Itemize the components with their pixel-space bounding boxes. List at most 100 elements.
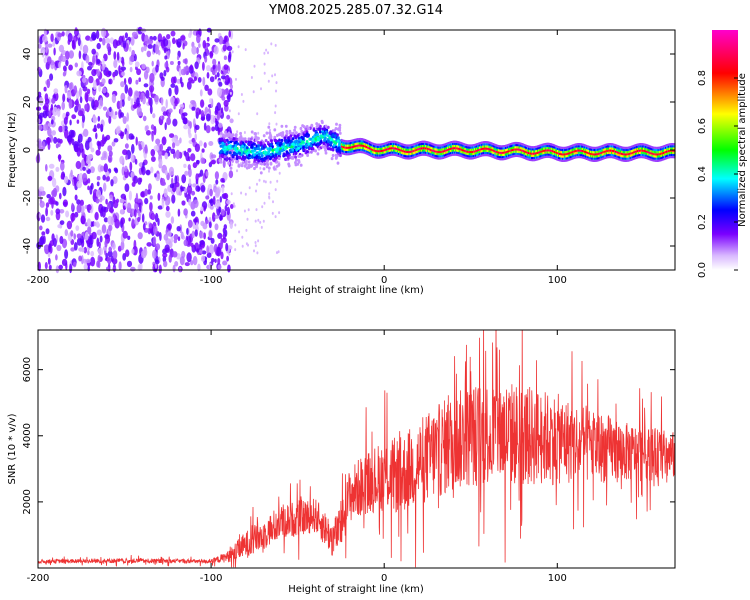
spectrogram-noise-cell xyxy=(181,174,187,184)
spectrogram-noise-cell xyxy=(149,72,155,83)
spectrogram-signal-cell xyxy=(276,141,280,145)
spectrogram-noise-cell xyxy=(75,90,80,100)
spectrogram-carrier-cell xyxy=(447,148,450,151)
spectrogram-carrier-cell xyxy=(586,144,588,148)
spectrogram-carrier-cell xyxy=(379,145,381,148)
spectrogram-noise-cell xyxy=(47,257,51,265)
spectrogram-signal-cell xyxy=(225,138,229,142)
spectrogram-carrier-cell xyxy=(384,151,386,154)
spectrogram-carrier-cell xyxy=(444,147,447,150)
spectrogram-carrier-cell xyxy=(559,150,561,153)
spectrogram-carrier-cell xyxy=(492,151,494,154)
spectrogram-carrier-cell xyxy=(551,145,554,148)
spectrogram-carrier-cell xyxy=(493,154,495,157)
spectrogram-noise-cell xyxy=(179,104,185,109)
spectrogram-carrier-cell xyxy=(639,147,641,150)
spectrogram-signal-cell xyxy=(275,160,279,164)
spectrogram-noise-cell xyxy=(82,86,88,92)
spectrogram-carrier-cell xyxy=(349,142,351,145)
spectrogram-carrier-cell xyxy=(421,147,424,150)
spectrogram-carrier-cell xyxy=(519,148,521,151)
spectrogram-noise-cell xyxy=(64,129,69,139)
spectrogram-noise-cell xyxy=(97,141,102,151)
spectrogram-carrier-cell xyxy=(662,149,665,152)
spectrogram-noise-cell xyxy=(149,105,153,115)
spectrogram-carrier-cell xyxy=(574,145,576,148)
spectrogram-carrier-cell xyxy=(419,145,422,148)
spectrogram-carrier-cell xyxy=(451,145,453,148)
spectrogram-carrier-cell xyxy=(428,154,430,157)
spectrogram-carrier-cell xyxy=(430,153,432,156)
spectrogram-carrier-cell xyxy=(538,144,540,148)
spectrogram-noise-cell xyxy=(217,87,222,97)
spectrogram-carrier-cell xyxy=(415,151,417,154)
spectrogram-carrier-cell xyxy=(566,146,568,149)
spectrogram-signal-cell xyxy=(309,144,313,148)
spectrogram-carrier-cell xyxy=(549,156,551,159)
spectrogram-carrier-cell xyxy=(419,141,422,144)
spectrogram-noise-cell xyxy=(194,133,197,141)
spectrogram-noise-cell xyxy=(70,169,73,178)
spectrogram-carrier-cell xyxy=(622,153,624,156)
spectrogram-carrier-cell xyxy=(523,143,525,147)
spectrogram-carrier-cell xyxy=(523,148,525,151)
spectrogram-carrier-cell xyxy=(671,151,673,154)
spectrogram-noise-cell xyxy=(78,50,82,60)
spectrogram-noise-cell xyxy=(271,211,274,215)
spectrogram-carrier-cell xyxy=(667,145,669,149)
spectrogram-carrier-cell xyxy=(397,143,399,146)
spectrogram-noise-cell xyxy=(185,151,190,162)
spectrogram-carrier-cell xyxy=(360,142,362,145)
spectrogram-carrier-cell xyxy=(491,153,493,156)
spectrogram-signal-cell xyxy=(224,130,227,134)
spectrogram-carrier-cell xyxy=(657,148,659,152)
spectrogram-noise-cell xyxy=(230,84,233,90)
spectrogram-noise-cell xyxy=(138,77,141,82)
spectrogram-carrier-cell xyxy=(509,152,511,155)
spectrogram-noise-cell xyxy=(254,244,257,248)
spectrogram-carrier-cell xyxy=(421,149,424,152)
spectrogram-noise-cell xyxy=(95,30,100,40)
spectrogram-carrier-cell xyxy=(426,149,428,152)
spectrogram-carrier-cell xyxy=(522,156,524,159)
spectrogram-carrier-cell xyxy=(526,151,529,154)
spectrogram-carrier-cell xyxy=(555,151,558,154)
spectrogram-carrier-cell xyxy=(630,145,632,148)
spectrogram-noise-cell xyxy=(209,204,214,210)
spectrogram-carrier-cell xyxy=(630,147,632,151)
spectrogram-carrier-cell xyxy=(598,159,600,162)
spectrogram-signal-cell xyxy=(280,138,284,142)
spectrogram-carrier-cell xyxy=(601,157,603,161)
spectrogram-carrier-cell xyxy=(654,155,656,158)
spectrogram-carrier-cell xyxy=(418,145,421,148)
spectrogram-carrier-cell xyxy=(560,153,562,156)
spectrogram-noise-cell xyxy=(253,64,256,68)
spectrogram-carrier-cell xyxy=(411,148,413,151)
spectrogram-carrier-cell xyxy=(548,145,550,148)
spectrogram-carrier-cell xyxy=(506,153,508,156)
spectrogram-carrier-cell xyxy=(563,153,565,156)
spectrogram-carrier-cell xyxy=(353,149,355,152)
spectrogram-carrier-cell xyxy=(607,156,610,159)
spectrogram-carrier-cell xyxy=(643,149,645,152)
spectrogram-carrier-cell xyxy=(668,150,670,153)
spectrogram-carrier-cell xyxy=(484,149,486,152)
spectrogram-noise-cell xyxy=(91,231,97,240)
spectrogram-noise-cell xyxy=(132,104,138,109)
spectrogram-carrier-cell xyxy=(619,156,621,159)
spectrogram-carrier-cell xyxy=(518,144,520,147)
spectrogram-carrier-cell xyxy=(353,139,355,142)
spectrogram-carrier-cell xyxy=(383,149,385,152)
spectrogram-carrier-cell xyxy=(459,150,461,153)
spectrogram-carrier-cell xyxy=(350,146,352,149)
spectrogram-carrier-cell xyxy=(461,148,463,151)
spectrogram-carrier-cell xyxy=(393,153,396,156)
spectrogram-carrier-cell xyxy=(403,145,405,149)
spectrogram-carrier-cell xyxy=(547,149,549,152)
spectrogram-noise-cell xyxy=(131,49,136,57)
spectrogram-noise-cell xyxy=(108,115,112,124)
spectrogram-carrier-cell xyxy=(448,154,451,157)
spectrogram-noise-cell xyxy=(62,93,66,103)
spectrogram-carrier-cell xyxy=(543,156,545,159)
spectrogram-carrier-cell xyxy=(387,141,389,144)
